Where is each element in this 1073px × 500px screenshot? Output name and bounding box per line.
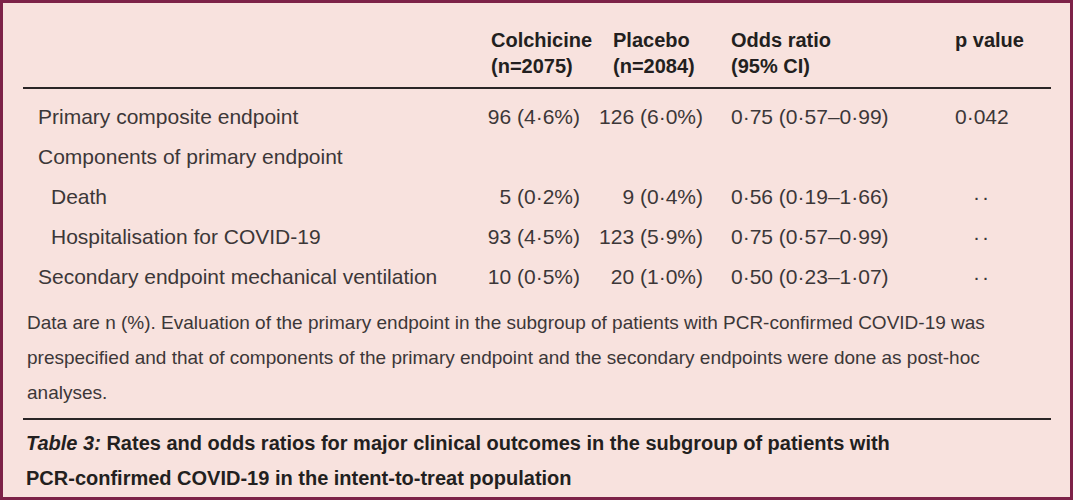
col-header-p-value: p value	[933, 17, 1051, 88]
caption-table-number: Table 3:	[26, 432, 101, 454]
col-header-colchicine-line2: (n=2075)	[491, 53, 583, 79]
col-header-placebo-line1: Placebo	[613, 27, 703, 53]
footnote-line: Data are n (%). Evaluation of the primar…	[27, 305, 1070, 340]
cell-odds-ratio	[703, 137, 933, 177]
footnote-line: analyses.	[27, 375, 1070, 410]
table-row-primary-composite: Primary composite endpoint 96 (4·6%) 126…	[23, 88, 1051, 137]
cell-colchicine: 93 (4·5%)	[473, 217, 583, 257]
col-header-placebo-line2: (n=2084)	[613, 53, 703, 79]
caption-line1-text: Rates and odds ratios for major clinical…	[101, 432, 890, 454]
cell-odds-ratio: 0·50 (0·23–1·07)	[703, 257, 933, 297]
cell-colchicine: 5 (0·2%)	[473, 177, 583, 217]
row-label: Components of primary endpoint	[23, 137, 473, 177]
cell-placebo: 20 (1·0%)	[583, 257, 703, 297]
col-header-colchicine-line1: Colchicine	[491, 27, 583, 53]
header-row: Colchicine (n=2075) Placebo (n=2084) Odd…	[23, 17, 1051, 88]
table-caption: Table 3: Rates and odds ratios for major…	[26, 426, 1070, 496]
caption-divider	[23, 418, 1051, 420]
row-label: Secondary endpoint mechanical ventilatio…	[23, 257, 473, 297]
cell-p-value	[933, 137, 1051, 177]
cell-odds-ratio: 0·56 (0·19–1·66)	[703, 177, 933, 217]
footnote-line: prespecified and that of components of t…	[27, 340, 1070, 375]
cell-placebo: 126 (6·0%)	[583, 88, 703, 137]
col-header-label	[23, 17, 473, 88]
col-header-colchicine: Colchicine (n=2075)	[473, 17, 583, 88]
col-header-odds-ratio-line2: (95% CI)	[731, 53, 933, 79]
row-label: Hospitalisation for COVID-19	[23, 217, 473, 257]
col-header-odds-ratio: Odds ratio (95% CI)	[703, 17, 933, 88]
row-label: Primary composite endpoint	[23, 88, 473, 137]
cell-p-value: ··	[933, 217, 1051, 257]
cell-odds-ratio: 0·75 (0·57–0·99)	[703, 88, 933, 137]
table-row-hospitalisation: Hospitalisation for COVID-19 93 (4·5%) 1…	[23, 217, 1051, 257]
cell-p-value: ··	[933, 177, 1051, 217]
table-footnote: Data are n (%). Evaluation of the primar…	[27, 305, 1070, 410]
col-header-placebo: Placebo (n=2084)	[583, 17, 703, 88]
table-row-secondary-endpoint: Secondary endpoint mechanical ventilatio…	[23, 257, 1051, 297]
col-header-odds-ratio-line1: Odds ratio	[731, 27, 933, 53]
cell-colchicine	[473, 137, 583, 177]
cell-p-value: ··	[933, 257, 1051, 297]
cell-placebo	[583, 137, 703, 177]
table3-panel: Colchicine (n=2075) Placebo (n=2084) Odd…	[0, 0, 1073, 500]
row-label: Death	[23, 177, 473, 217]
table-row-components-heading: Components of primary endpoint	[23, 137, 1051, 177]
cell-colchicine: 10 (0·5%)	[473, 257, 583, 297]
caption-line1: Table 3: Rates and odds ratios for major…	[26, 426, 1070, 461]
cell-colchicine: 96 (4·6%)	[473, 88, 583, 137]
cell-placebo: 9 (0·4%)	[583, 177, 703, 217]
table-row-death: Death 5 (0·2%) 9 (0·4%) 0·56 (0·19–1·66)…	[23, 177, 1051, 217]
cell-odds-ratio: 0·75 (0·57–0·99)	[703, 217, 933, 257]
cell-placebo: 123 (5·9%)	[583, 217, 703, 257]
cell-p-value: 0·042	[933, 88, 1051, 137]
col-header-p-value-line1: p value	[955, 27, 1051, 53]
caption-line2: PCR-confirmed COVID-19 in the intent-to-…	[26, 461, 1070, 496]
outcomes-table: Colchicine (n=2075) Placebo (n=2084) Odd…	[23, 17, 1051, 297]
